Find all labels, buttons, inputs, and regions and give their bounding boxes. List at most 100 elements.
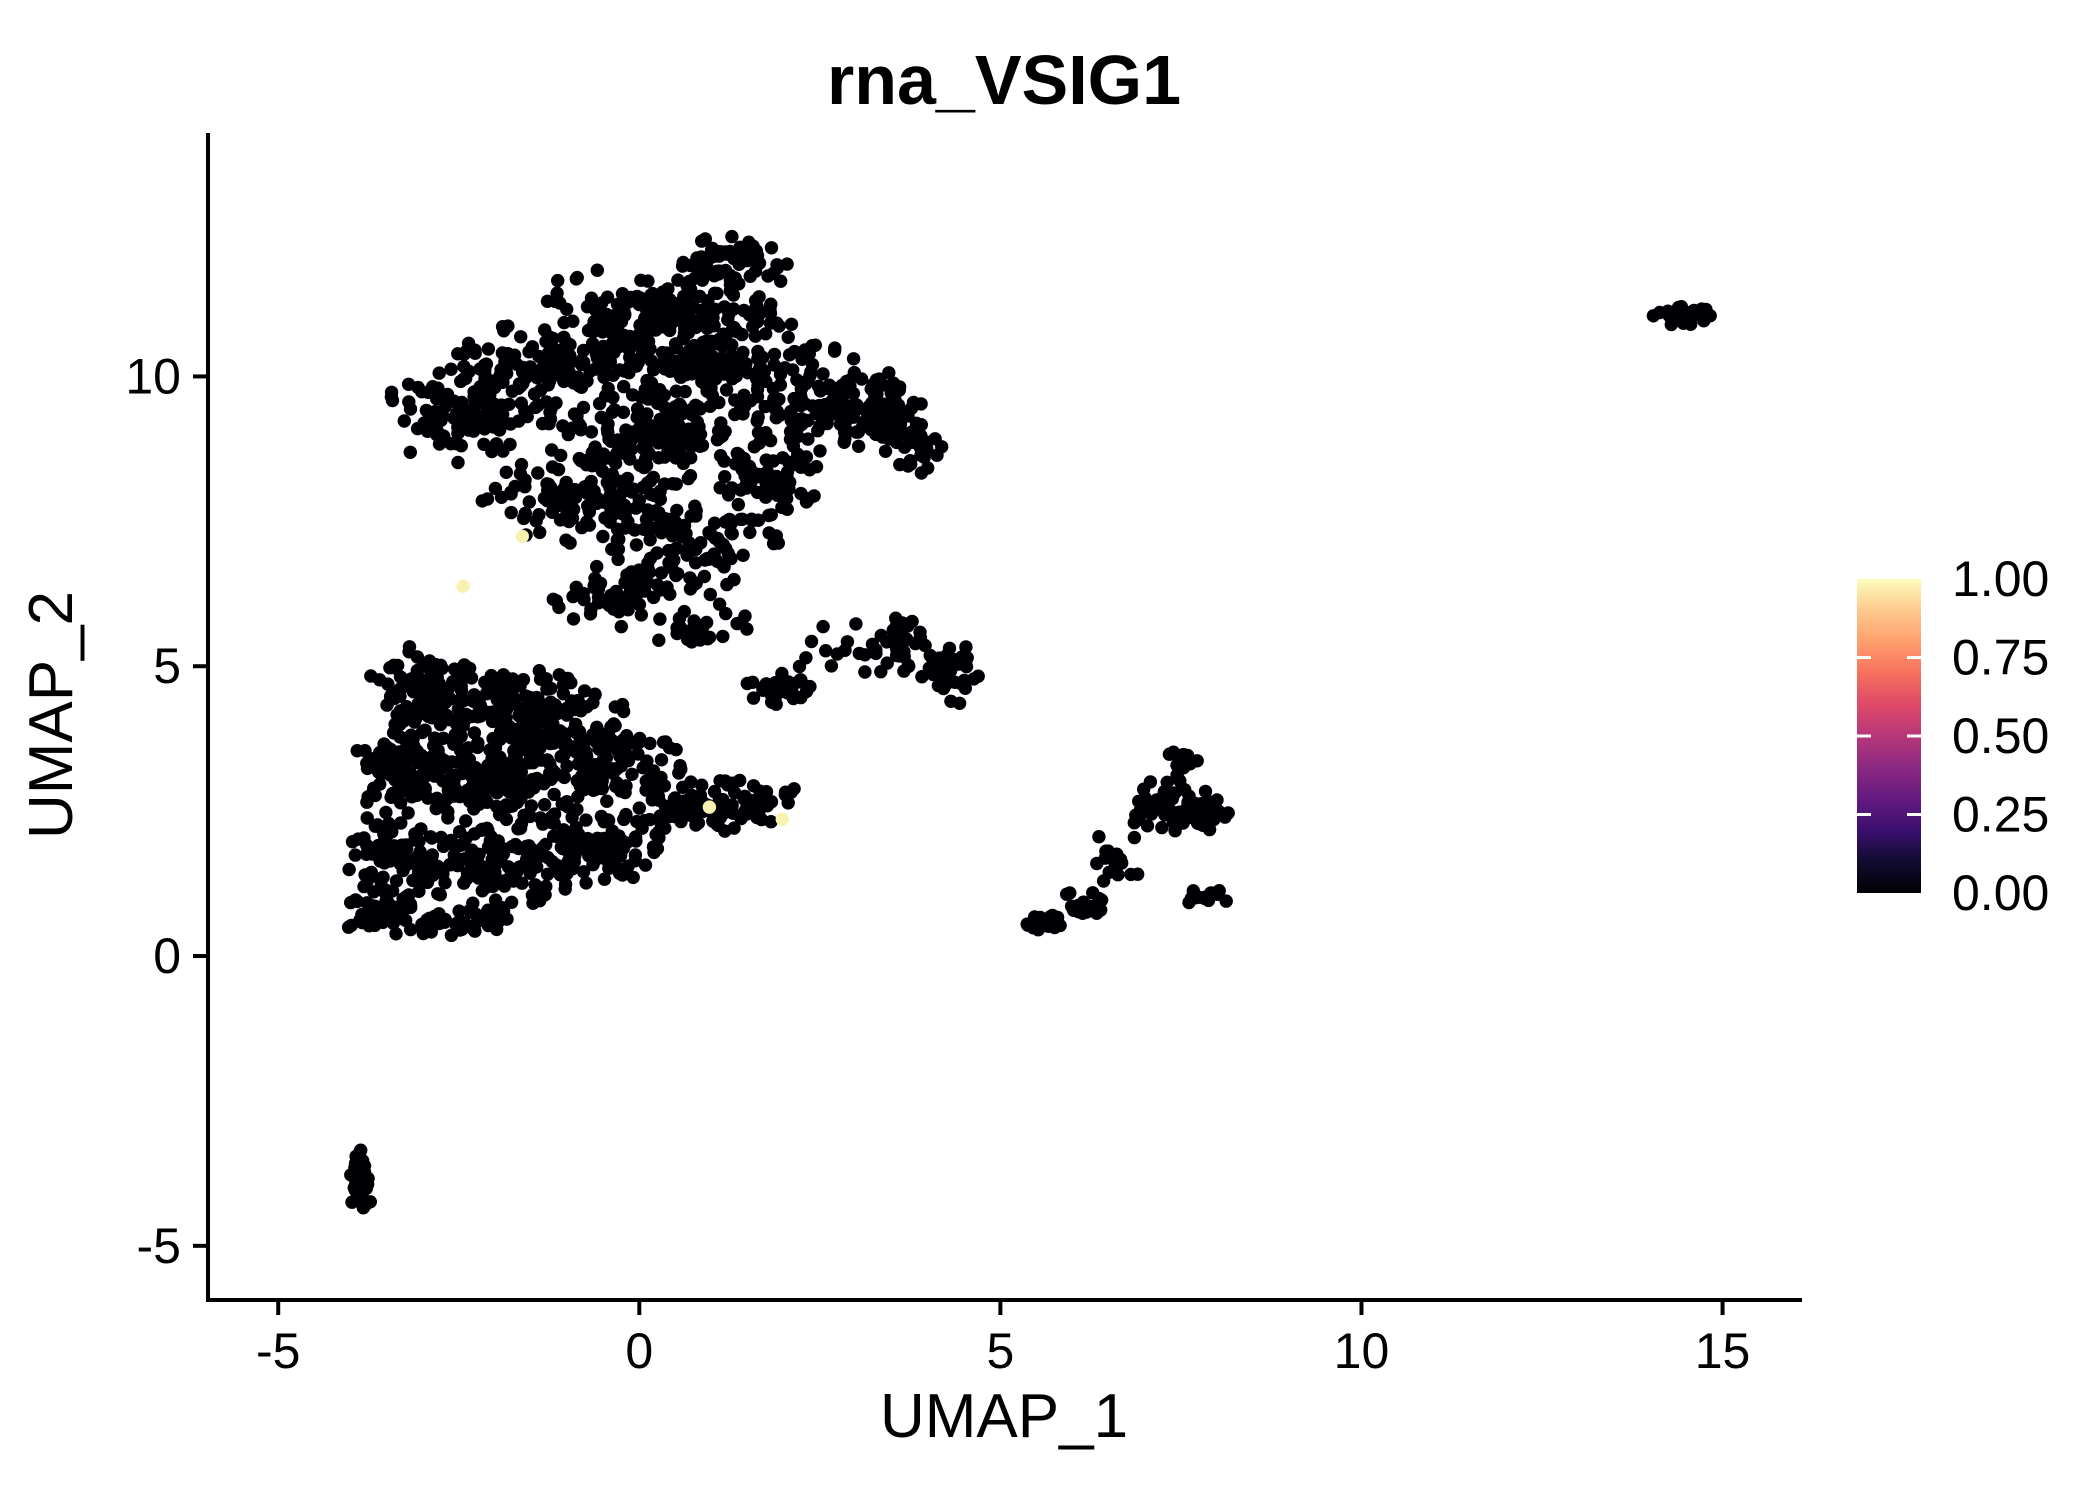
data-point [406,685,421,699]
axes-layer: -5 0 5 10 15 -5 0 5 10 [125,133,1802,1379]
data-point [514,457,529,472]
data-point [671,273,685,287]
data-point [373,777,387,791]
data-point [488,841,502,856]
data-point [1048,911,1062,926]
data-point [751,425,766,440]
data-point [726,302,741,316]
data-point [355,915,369,930]
data-point [770,261,785,275]
data-point [893,457,907,472]
data-point [1141,802,1156,816]
data-point [547,736,561,750]
data-point [1157,784,1172,799]
data-point [539,879,553,894]
data-point [546,717,560,731]
data-point [566,314,580,328]
data-point [827,344,842,358]
data-point [670,621,684,635]
data-point [816,619,830,634]
data-point [1090,906,1104,920]
data-point [650,841,665,856]
data-point [499,714,513,729]
data-point [762,508,776,523]
data-point [368,756,383,771]
colorbar-tick-label: 0.50 [1952,708,2049,764]
data-point [511,381,526,395]
data-point [720,577,734,592]
data-point [784,681,799,695]
data-point [743,525,757,540]
data-point [511,793,526,808]
data-point [502,397,516,411]
data-point [412,834,426,848]
data-point [545,816,559,830]
data-point [458,754,473,768]
data-point [530,771,544,786]
data-point [597,872,612,886]
data-point [454,374,468,389]
data-point [688,556,703,570]
data-point [433,888,447,902]
data-point [699,334,713,348]
data-point [971,669,985,683]
data-point [608,585,623,599]
data-point [637,433,652,448]
data-point [784,317,799,331]
data-point [574,704,588,718]
data-point [1131,867,1145,881]
colorbar-tick-label: 0.00 [1952,865,2049,921]
data-point [617,379,631,394]
data-point [471,710,485,724]
data-point [531,398,545,412]
data-point [584,291,599,305]
data-point [651,429,665,444]
data-point [653,809,667,823]
data-point [556,678,571,692]
data-point [653,612,667,626]
data-point [537,798,552,812]
data-point [791,447,805,461]
data-point [605,405,619,419]
data-point [555,841,570,856]
data-point [813,444,827,458]
highlight-data-point [702,800,717,814]
data-point [738,609,752,623]
data-point [1646,309,1661,323]
data-point [600,475,614,490]
data-point [725,323,739,338]
data-point [1211,804,1226,818]
data-point [410,650,425,664]
data-point [480,492,495,506]
data-point [716,629,730,644]
data-point [706,814,720,828]
data-point [533,525,547,540]
data-point [714,246,728,261]
data-point [468,907,483,921]
data-point [846,352,861,366]
data-point [724,778,738,792]
data-point [457,347,471,361]
data-point [1210,793,1224,807]
data-point [767,347,782,362]
data-point [638,858,653,872]
data-point [1092,830,1106,844]
data-point [467,802,481,816]
data-point [605,824,619,838]
data-point [595,463,609,478]
data-point [742,308,757,322]
data-point [521,756,535,770]
highlight-data-point [775,812,789,826]
data-point [421,672,435,686]
data-point [454,679,468,693]
data-point [584,425,599,439]
data-point [515,876,529,890]
data-point [749,470,763,484]
data-point [421,385,435,400]
data-point [677,604,691,619]
data-point [695,778,709,792]
data-point [632,801,646,815]
data-point [780,502,794,516]
data-point [1197,799,1212,813]
data-point [635,566,650,580]
